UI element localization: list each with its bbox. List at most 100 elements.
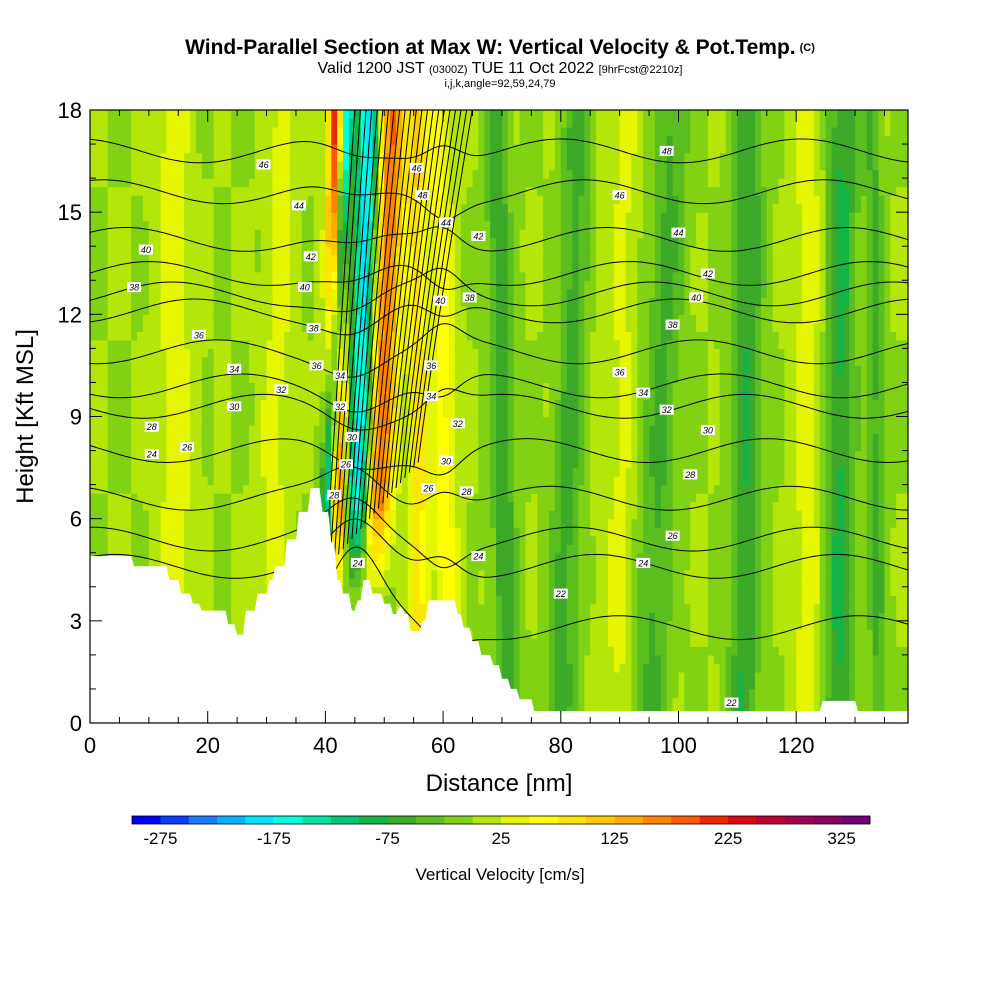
velocity-cell bbox=[248, 271, 256, 281]
velocity-cell bbox=[372, 229, 379, 239]
velocity-cell bbox=[496, 603, 503, 613]
velocity-cell bbox=[284, 433, 291, 443]
velocity-cell bbox=[478, 612, 485, 622]
velocity-cell bbox=[284, 297, 291, 307]
velocity-cell bbox=[443, 442, 450, 452]
velocity-cell bbox=[454, 586, 462, 596]
velocity-cell bbox=[195, 127, 203, 137]
velocity-cell bbox=[384, 195, 391, 205]
velocity-cell bbox=[207, 110, 215, 120]
velocity-cell bbox=[90, 127, 97, 137]
velocity-cell bbox=[225, 280, 232, 290]
velocity-cell bbox=[243, 603, 250, 613]
velocity-cell bbox=[466, 399, 474, 409]
velocity-cell bbox=[466, 390, 474, 401]
velocity-cell bbox=[313, 263, 321, 273]
velocity-cell bbox=[243, 229, 250, 239]
velocity-cell bbox=[343, 425, 350, 435]
velocity-cell bbox=[484, 399, 491, 409]
velocity-cell bbox=[396, 169, 403, 179]
velocity-cell bbox=[478, 288, 485, 298]
velocity-cell bbox=[348, 288, 356, 298]
velocity-cell bbox=[142, 459, 150, 469]
velocity-cell bbox=[460, 212, 468, 222]
velocity-cell bbox=[178, 476, 185, 486]
velocity-cell bbox=[260, 390, 268, 401]
velocity-cell bbox=[237, 476, 244, 486]
velocity-cell bbox=[307, 220, 315, 230]
velocity-cell bbox=[478, 246, 485, 256]
velocity-cell bbox=[348, 518, 356, 528]
velocity-cell bbox=[148, 203, 156, 213]
velocity-cell bbox=[160, 203, 168, 213]
velocity-cell bbox=[431, 527, 438, 537]
velocity-cell bbox=[125, 356, 132, 367]
velocity-cell bbox=[390, 484, 397, 494]
velocity-cell bbox=[478, 348, 485, 358]
velocity-cell bbox=[160, 271, 168, 281]
velocity-cell bbox=[272, 365, 279, 375]
velocity-cell bbox=[337, 271, 344, 281]
velocity-cell bbox=[148, 365, 156, 375]
velocity-cell bbox=[278, 271, 285, 281]
velocity-cell bbox=[366, 305, 374, 315]
velocity-cell bbox=[460, 382, 468, 392]
velocity-cell bbox=[454, 280, 462, 290]
velocity-cell bbox=[254, 144, 262, 154]
velocity-cell bbox=[460, 186, 468, 196]
velocity-cell bbox=[454, 314, 462, 324]
velocity-cell bbox=[178, 501, 185, 511]
velocity-cell bbox=[372, 459, 379, 469]
velocity-cell bbox=[213, 561, 221, 571]
velocity-cell bbox=[307, 382, 315, 392]
velocity-cell bbox=[119, 518, 126, 528]
velocity-cell bbox=[125, 135, 132, 145]
velocity-cell bbox=[142, 399, 150, 409]
velocity-cell bbox=[272, 254, 279, 264]
velocity-cell bbox=[437, 178, 444, 188]
velocity-cell bbox=[178, 237, 185, 247]
velocity-cell bbox=[313, 220, 321, 230]
velocity-cell bbox=[348, 535, 356, 545]
velocity-cell bbox=[348, 382, 356, 392]
velocity-cell bbox=[448, 484, 456, 494]
velocity-cell bbox=[337, 450, 344, 460]
velocity-cell bbox=[190, 118, 197, 128]
velocity-cell bbox=[219, 425, 226, 435]
velocity-cell bbox=[325, 425, 332, 435]
velocity-cell bbox=[190, 246, 197, 256]
velocity-cell bbox=[443, 569, 450, 579]
velocity-cell bbox=[225, 433, 232, 443]
velocity-cell bbox=[160, 433, 168, 443]
velocity-cell bbox=[178, 510, 185, 520]
velocity-cell bbox=[90, 152, 97, 162]
velocity-cell bbox=[201, 152, 209, 162]
velocity-cell bbox=[154, 161, 162, 171]
velocity-cell bbox=[119, 476, 126, 486]
velocity-cell bbox=[195, 152, 203, 162]
velocity-cell bbox=[325, 399, 332, 409]
velocity-cell bbox=[390, 527, 397, 537]
velocity-cell bbox=[272, 178, 279, 188]
velocity-cell bbox=[90, 407, 97, 418]
velocity-cell bbox=[243, 476, 250, 486]
velocity-cell bbox=[478, 178, 485, 188]
velocity-cell bbox=[313, 297, 321, 307]
velocity-cell bbox=[307, 135, 315, 145]
velocity-cell bbox=[419, 322, 427, 332]
velocity-cell bbox=[490, 629, 497, 639]
velocity-cell bbox=[190, 484, 197, 494]
velocity-cell bbox=[313, 331, 321, 341]
velocity-cell bbox=[360, 220, 368, 230]
velocity-cell bbox=[125, 322, 132, 332]
velocity-cell bbox=[195, 390, 203, 401]
velocity-cell bbox=[448, 331, 456, 341]
velocity-cell bbox=[195, 493, 203, 503]
velocity-cell bbox=[454, 484, 462, 494]
velocity-cell bbox=[201, 586, 209, 596]
velocity-cell bbox=[237, 331, 244, 341]
velocity-cell bbox=[172, 314, 179, 324]
velocity-cell bbox=[107, 356, 115, 367]
velocity-cell bbox=[466, 356, 474, 367]
velocity-cell bbox=[154, 527, 162, 537]
